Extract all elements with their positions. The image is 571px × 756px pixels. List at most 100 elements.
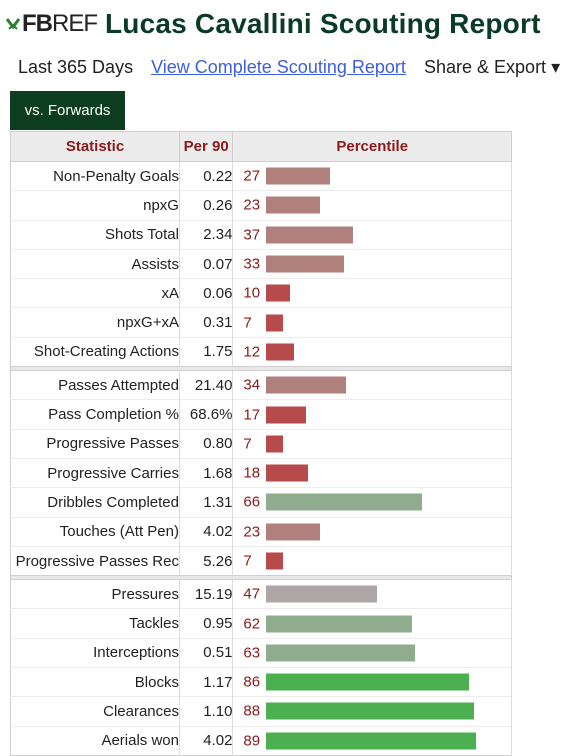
percentile-bar [266, 343, 295, 361]
percentile-bar [266, 314, 284, 332]
table-row: xA 0.06 10 [10, 278, 512, 308]
table-row: Progressive Passes Rec 5.26 7 [10, 545, 512, 576]
column-header-per90[interactable]: Per 90 [179, 131, 234, 162]
table-row: npxG 0.26 23 [10, 190, 512, 221]
percentile-value: 7 [243, 314, 252, 332]
table-row: Shot-Creating Actions 1.75 12 [10, 336, 512, 367]
percentile-cell: 66 [232, 487, 512, 518]
percentile-cell: 63 [232, 637, 512, 668]
percentile-bar [266, 615, 413, 633]
table-row: Progressive Passes 0.80 7 [10, 428, 512, 459]
stat-name: Passes Attempted [10, 370, 180, 400]
percentile-bar [266, 406, 307, 424]
percentile-value: 63 [243, 644, 261, 662]
percentile-bar [266, 644, 416, 662]
fbref-logo-icon [5, 17, 21, 31]
table-row: Pressures 15.19 47 [10, 579, 512, 609]
percentile-value: 17 [243, 406, 261, 424]
stat-name: Aerials won [10, 725, 180, 756]
page-header: FB REF Lucas Cavallini Scouting Report [5, 8, 541, 40]
percentile-value: 66 [243, 493, 261, 511]
fbref-logo[interactable]: FB REF [5, 10, 98, 38]
percentile-cell: 23 [232, 190, 512, 221]
table-row: Aerials won 4.02 89 [10, 725, 512, 756]
scouting-table: Statistic Per 90 Percentile Non-Penalty … [10, 131, 512, 756]
stat-name: Pressures [10, 579, 180, 609]
percentile-cell: 7 [232, 307, 512, 338]
percentile-cell: 47 [232, 579, 512, 609]
tab-vs-forwards[interactable]: vs. Forwards [10, 91, 125, 130]
percentile-value: 47 [243, 585, 261, 603]
stat-name: Tackles [10, 608, 180, 639]
percentile-cell: 12 [232, 336, 512, 367]
percentile-value: 89 [243, 732, 261, 750]
percentile-cell: 27 [232, 160, 512, 191]
table-row: Touches (Att Pen) 4.02 23 [10, 516, 512, 547]
percentile-cell: 18 [232, 457, 512, 488]
table-row: Dribbles Completed 1.31 66 [10, 487, 512, 518]
percentile-value: 34 [243, 376, 261, 394]
table-row: Interceptions 0.51 63 [10, 637, 512, 668]
per90-value: 4.02 [179, 725, 234, 756]
per90-value: 1.75 [179, 336, 234, 367]
percentile-bar [266, 552, 284, 570]
percentile-cell: 7 [232, 428, 512, 459]
percentile-bar [266, 585, 378, 603]
percentile-cell: 10 [232, 278, 512, 308]
per90-value: 0.51 [179, 637, 234, 668]
stat-name: xA [10, 278, 180, 308]
table-row: Clearances 1.10 88 [10, 696, 512, 727]
stat-name: Progressive Carries [10, 457, 180, 488]
stat-name: Assists [10, 248, 180, 279]
percentile-bar [266, 702, 475, 720]
percentile-bar [266, 464, 309, 482]
stat-name: Touches (Att Pen) [10, 516, 180, 547]
table-row: Passes Attempted 21.40 34 [10, 370, 512, 400]
stat-name: Interceptions [10, 637, 180, 668]
stat-name: Shots Total [10, 219, 180, 250]
per90-value: 0.06 [179, 278, 234, 308]
stat-name: Shot-Creating Actions [10, 336, 180, 367]
subnav: Last 365 Days View Complete Scouting Rep… [18, 57, 560, 78]
per90-value: 0.95 [179, 608, 234, 639]
per90-value: 0.31 [179, 307, 234, 338]
logo-text-ref: REF [52, 10, 98, 37]
percentile-cell: 86 [232, 667, 512, 697]
column-header-statistic[interactable]: Statistic [10, 131, 180, 162]
per90-value: 0.80 [179, 428, 234, 459]
table-row: npxG+xA 0.31 7 [10, 307, 512, 338]
stat-name: Pass Completion % [10, 399, 180, 430]
percentile-value: 12 [243, 343, 261, 361]
share-export-menu[interactable]: Share & Export ▾ [424, 57, 561, 77]
table-row: Non-Penalty Goals 0.22 27 [10, 160, 512, 191]
percentile-value: 7 [243, 435, 252, 453]
percentile-cell: 34 [232, 370, 512, 400]
percentile-cell: 62 [232, 608, 512, 639]
percentile-bar [266, 255, 345, 273]
per90-value: 2.34 [179, 219, 234, 250]
complete-report-link[interactable]: View Complete Scouting Report [151, 57, 406, 77]
table-row: Pass Completion % 68.6% 17 [10, 399, 512, 430]
logo-text-fb: FB [22, 10, 53, 37]
percentile-value: 33 [243, 255, 261, 273]
per90-value: 1.10 [179, 696, 234, 727]
percentile-bar [266, 376, 347, 394]
table-body: Non-Penalty Goals 0.22 27 npxG 0.26 23 Shots T… [10, 160, 512, 756]
percentile-bar [266, 284, 291, 302]
per90-value: 21.40 [179, 370, 234, 400]
percentile-bar [266, 167, 331, 185]
percentile-value: 7 [243, 552, 252, 570]
percentile-bar [266, 673, 470, 691]
percentile-bar [266, 435, 284, 453]
percentile-cell: 88 [232, 696, 512, 727]
table-row: Progressive Carries 1.68 18 [10, 457, 512, 488]
percentile-value: 62 [243, 615, 261, 633]
percentile-value: 18 [243, 464, 261, 482]
percentile-bar [266, 732, 477, 750]
column-header-percentile[interactable]: Percentile [232, 131, 512, 162]
percentile-value: 10 [243, 284, 261, 302]
percentile-cell: 33 [232, 248, 512, 279]
percentile-bar [266, 523, 321, 541]
percentile-value: 88 [243, 702, 261, 720]
per90-value: 5.26 [179, 545, 234, 576]
